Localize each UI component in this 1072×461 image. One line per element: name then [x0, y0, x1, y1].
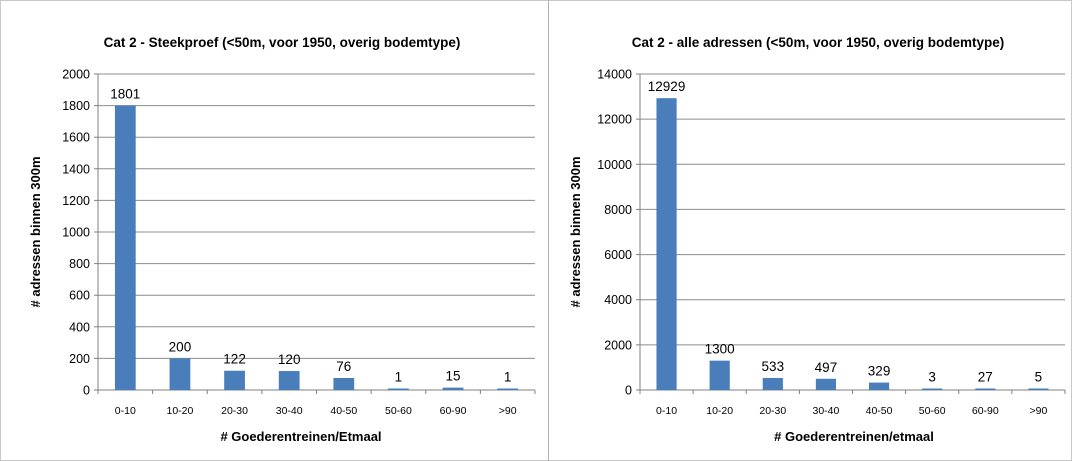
data-label: 27 — [978, 370, 993, 385]
x-tick-label: 20-30 — [759, 405, 786, 417]
data-label: 3 — [928, 370, 936, 385]
bar-20-30 — [762, 377, 783, 390]
y-tick-label: 4000 — [604, 293, 632, 307]
x-tick-label: 0-10 — [656, 405, 677, 417]
chart-title: Cat 2 - alle adressen (<50m, voor 1950, … — [632, 35, 1005, 50]
data-label: 497 — [815, 360, 838, 375]
x-tick-label: 20-30 — [221, 405, 248, 417]
data-label: 76 — [336, 359, 351, 374]
data-label: 5 — [1035, 370, 1043, 385]
y-tick-label: 0 — [625, 384, 632, 398]
bar-30-40 — [815, 378, 837, 390]
y-tick-label: 1000 — [62, 226, 90, 240]
y-tick-label: 10000 — [597, 158, 632, 172]
x-tick-label: 0-10 — [115, 405, 136, 417]
data-label: 15 — [446, 369, 461, 384]
bar-0-10 — [114, 105, 136, 390]
data-label: 533 — [762, 359, 785, 374]
bar-chart-alle-adressen: Cat 2 - alle adressen (<50m, voor 1950, … — [568, 35, 1066, 444]
bar-40-50 — [868, 382, 890, 390]
x-tick-label: 60-90 — [440, 405, 467, 417]
y-axis-label: # adressen binnen 300m — [568, 156, 583, 307]
bar-40-50 — [333, 377, 355, 390]
y-tick-label: 1400 — [62, 162, 90, 176]
y-tick-label: 600 — [69, 289, 90, 303]
y-tick-label: 1200 — [62, 194, 90, 208]
x-tick-label: 60-90 — [972, 405, 999, 417]
x-tick-label: 50-60 — [385, 405, 412, 417]
chart-title: Cat 2 - Steekproef (<50m, voor 1950, ove… — [104, 35, 461, 50]
bar-0-10 — [656, 98, 677, 390]
bar-10-20 — [169, 358, 191, 390]
data-label: 120 — [278, 352, 301, 367]
y-tick-label: 6000 — [604, 248, 632, 262]
x-tick-label: 40-50 — [866, 405, 893, 417]
y-tick-label: 1800 — [62, 99, 90, 113]
bar-30-40 — [278, 371, 300, 390]
y-tick-label: 14000 — [597, 68, 632, 82]
chart-divider — [548, 0, 549, 461]
data-label: 12929 — [648, 79, 686, 94]
bar-chart-steekproef: Cat 2 - Steekproef (<50m, voor 1950, ove… — [28, 35, 536, 444]
y-tick-label: 800 — [69, 257, 90, 271]
data-label: 200 — [169, 339, 192, 354]
x-tick-label: 30-40 — [276, 405, 303, 417]
x-axis-label: # Goederentreinen/etmaal — [774, 429, 934, 444]
bar->90 — [1028, 388, 1049, 390]
bar-60-90 — [442, 387, 464, 390]
y-tick-label: 200 — [69, 352, 90, 366]
x-axis-label: # Goederentreinen/Etmaal — [220, 429, 381, 444]
data-label: 1 — [504, 370, 512, 385]
bar-20-30 — [224, 370, 245, 390]
y-tick-label: 0 — [83, 384, 90, 398]
x-tick-label: 50-60 — [919, 405, 946, 417]
data-label: 1801 — [110, 86, 140, 101]
data-label: 1 — [395, 370, 403, 385]
bar-50-60 — [388, 388, 409, 390]
bar->90 — [497, 388, 519, 390]
y-tick-label: 400 — [69, 320, 90, 334]
y-tick-label: 8000 — [604, 203, 632, 217]
x-tick-label: 30-40 — [813, 405, 840, 417]
y-tick-label: 1600 — [62, 131, 90, 145]
bar-50-60 — [922, 388, 943, 390]
x-tick-label: 10-20 — [706, 405, 733, 417]
data-label: 1300 — [705, 342, 735, 357]
x-tick-label: >90 — [499, 405, 517, 417]
x-tick-label: 10-20 — [167, 405, 194, 417]
bar-10-20 — [709, 360, 730, 390]
y-tick-label: 12000 — [597, 113, 632, 127]
y-tick-label: 2000 — [62, 68, 90, 82]
x-tick-label: >90 — [1030, 405, 1048, 417]
data-label: 329 — [868, 364, 891, 379]
y-axis-label: # adressen binnen 300m — [28, 156, 43, 307]
bar-60-90 — [975, 388, 996, 390]
x-tick-label: 40-50 — [330, 405, 357, 417]
y-tick-label: 2000 — [604, 338, 632, 352]
data-label: 122 — [223, 352, 246, 367]
